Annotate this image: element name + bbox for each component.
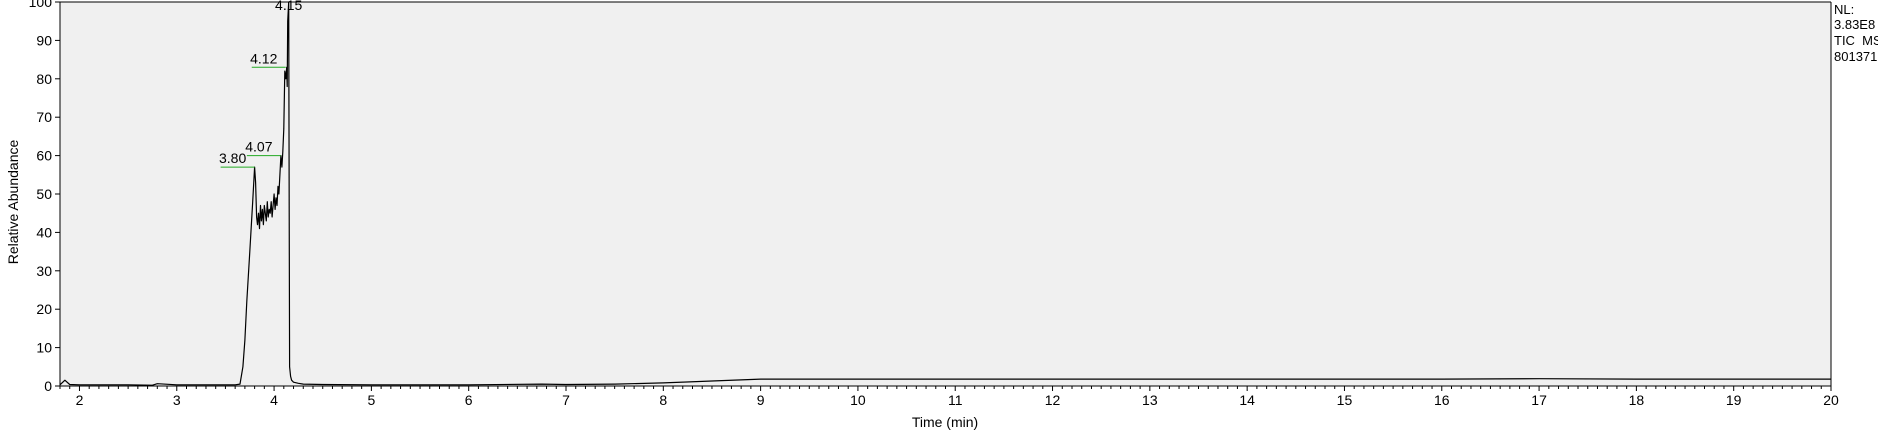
info-scan-type: TIC MS <box>1834 33 1878 48</box>
peak-label: 4.12 <box>250 50 277 66</box>
y-tick-label: 30 <box>36 263 52 279</box>
x-axis: 2 3 4 5 6 7 8 9 10 11 12 13 14 15 16 17 18 19 20 <box>59 386 1839 408</box>
peak-label: 4.07 <box>245 139 272 155</box>
x-tick-label: 13 <box>1142 392 1158 408</box>
y-tick-label: 90 <box>36 32 52 48</box>
plot-area <box>60 2 1831 386</box>
x-tick-label: 6 <box>465 392 473 408</box>
y-tick-label: 20 <box>36 301 52 317</box>
x-tick-label: 7 <box>562 392 570 408</box>
info-nl-value: 3.83E8 <box>1834 17 1875 32</box>
x-tick-label: 15 <box>1337 392 1353 408</box>
y-tick-label: 40 <box>36 224 52 240</box>
info-block: NL: 3.83E8 TIC MS 801371 <box>1834 2 1878 64</box>
x-tick-label: 10 <box>850 392 866 408</box>
y-tick-label: 10 <box>36 340 52 356</box>
x-tick-label: 4 <box>270 392 278 408</box>
y-tick-label: 70 <box>36 109 52 125</box>
info-nl-label: NL: <box>1834 2 1854 17</box>
y-axis: 0 10 20 30 40 50 60 70 80 90 100 <box>29 0 60 394</box>
x-tick-label: 17 <box>1531 392 1547 408</box>
x-tick-label: 8 <box>659 392 667 408</box>
x-tick-label: 5 <box>367 392 375 408</box>
x-tick-label: 16 <box>1434 392 1450 408</box>
x-tick-label: 19 <box>1726 392 1742 408</box>
x-tick-label: 20 <box>1823 392 1839 408</box>
y-tick-label: 60 <box>36 148 52 164</box>
x-tick-label: 14 <box>1239 392 1255 408</box>
trace-line <box>59 1 1831 386</box>
peak-labels: 3.804.07 4.12 4.15 <box>219 0 303 168</box>
x-axis-label: Time (min) <box>912 414 978 430</box>
x-tick-label: 18 <box>1629 392 1645 408</box>
x-tick-label: 9 <box>757 392 765 408</box>
x-tick-label: 12 <box>1045 392 1061 408</box>
x-tick-label: 3 <box>173 392 181 408</box>
x-tick-label: 2 <box>76 392 84 408</box>
y-axis-label: Relative Abundance <box>5 140 21 265</box>
x-tick-label: 11 <box>948 392 963 408</box>
trace-group <box>59 1 1831 386</box>
info-file-id: 801371 <box>1834 49 1877 64</box>
peak-label: 4.15 <box>275 0 302 13</box>
y-tick-label: 50 <box>36 186 52 202</box>
peak-label: 3.80 <box>219 150 246 166</box>
y-tick-label: 100 <box>29 0 53 10</box>
y-tick-label: 80 <box>36 71 52 87</box>
y-tick-label: 0 <box>44 378 52 394</box>
